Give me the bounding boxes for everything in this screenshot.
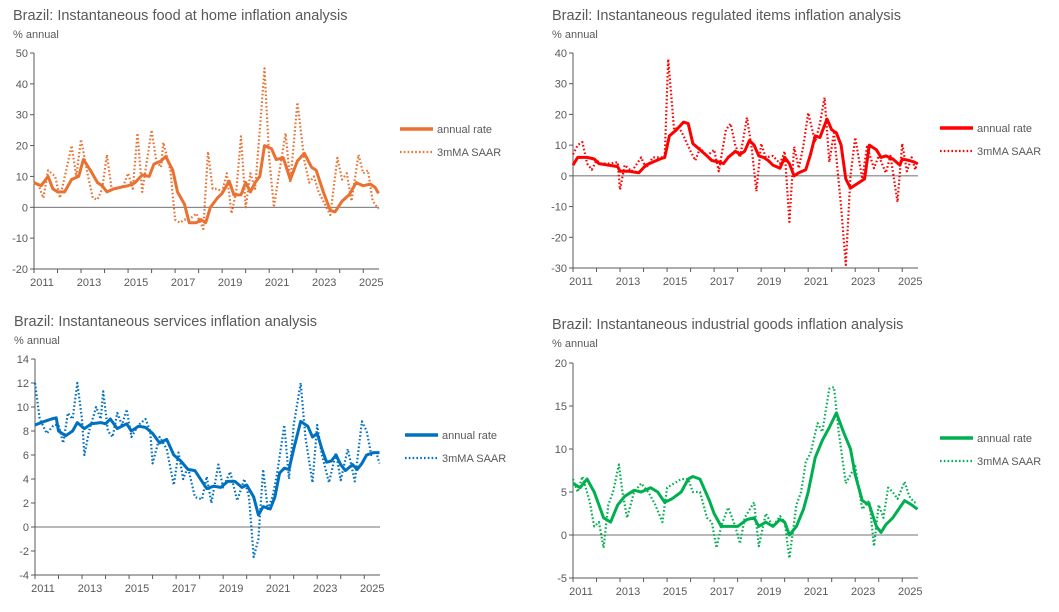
services-series-3mma-saar-line [33,381,381,559]
regulated-x-tick-label: 2023 [851,276,875,288]
chart-title-services: Brazil: Instantaneous services inflation… [14,314,318,330]
food-x-tick-label: 2021 [265,277,289,289]
food-y-tick-label: 30 [16,110,28,122]
regulated-y-tick-label: -30 [551,263,567,275]
chart-ylabel-industrial: % annual [552,338,598,350]
industrial-x-tick-label: 2023 [851,586,875,598]
food-x-tick-label: 2011 [30,277,54,289]
food-x-tick-label: 2017 [171,277,195,289]
industrial-x-tick-label: 2015 [663,586,687,598]
services-x-tick-label: 2015 [125,583,149,595]
services-y-tick-label: 0 [23,522,29,534]
services-y-tick-label: 10 [17,402,29,414]
services-x-tick-label: 2025 [360,583,384,595]
food-legend-label: 3mMA SAAR [437,147,501,159]
industrial-x-tick-label: 2025 [898,586,922,598]
food-series-annual-rate-line [33,144,380,225]
services-y-tick-label: -2 [19,546,29,558]
regulated-x-tick-label: 2013 [616,276,640,288]
services-x-tick-label: 2021 [266,583,290,595]
food-y-tick-label: 50 [16,48,28,60]
services-y-tick-label: 4 [23,474,29,486]
food-x-tick-label: 2025 [359,277,383,289]
food-y-tick-label: 0 [22,202,28,214]
industrial-x-tick-label: 2017 [710,586,734,598]
chart-title-industrial: Brazil: Instantaneous industrial goods i… [552,317,904,333]
food-x-tick-label: 2023 [312,277,336,289]
industrial-legend-label: annual rate [977,433,1032,445]
services-series-annual-rate-line [34,416,380,517]
regulated-y-tick-label: 40 [555,48,567,60]
industrial-y-tick-label: 20 [555,358,567,370]
services-legend-label: annual rate [442,430,497,442]
chart-ylabel-food: % annual [13,29,59,41]
regulated-y-tick-label: 0 [561,171,567,183]
services-x-tick-label: 2019 [219,583,243,595]
industrial-series-3mma-saar-line [571,386,918,560]
services-x-tick-label: 2017 [172,583,196,595]
services-x-tick-label: 2013 [78,583,102,595]
regulated-legend-label: 3mMA SAAR [977,146,1041,158]
industrial-y-tick-label: -5 [557,573,567,585]
regulated-y-tick-label: 30 [555,79,567,91]
services-x-tick-label: 2023 [313,583,337,595]
services-y-tick-label: 8 [23,426,29,438]
regulated-x-tick-label: 2025 [898,276,922,288]
industrial-series-annual-rate-line [572,411,919,537]
industrial-y-tick-label: 10 [555,444,567,456]
industrial-y-tick-label: 15 [555,401,567,413]
regulated-x-tick-label: 2015 [663,276,687,288]
industrial-x-tick-label: 2021 [804,586,828,598]
industrial-y-tick-label: 5 [561,487,567,499]
chart-title-regulated: Brazil: Instantaneous regulated items in… [552,8,901,24]
industrial-y-tick-label: 0 [561,530,567,542]
services-legend-label: 3mMA SAAR [442,453,506,465]
services-x-tick-label: 2011 [31,583,55,595]
services-y-tick-label: 14 [17,354,29,366]
regulated-legend-label: annual rate [977,123,1032,135]
regulated-y-tick-label: -10 [551,202,567,214]
regulated-x-tick-label: 2021 [804,276,828,288]
food-series-3mma-saar-line [33,67,380,230]
services-y-tick-label: 2 [23,498,29,510]
regulated-y-tick-label: 10 [555,140,567,152]
food-y-tick-label: 10 [16,171,28,183]
regulated-x-tick-label: 2011 [569,276,593,288]
regulated-x-tick-label: 2017 [710,276,734,288]
food-x-tick-label: 2019 [218,277,242,289]
services-y-tick-label: 12 [17,378,29,390]
food-y-tick-label: -20 [12,264,28,276]
regulated-series-3mma-saar-line [572,58,919,266]
food-y-tick-label: 20 [16,141,28,153]
food-x-tick-label: 2013 [77,277,101,289]
industrial-legend-label: 3mMA SAAR [977,456,1041,468]
chart-ylabel-regulated: % annual [552,29,598,41]
food-y-tick-label: 40 [16,79,28,91]
food-x-tick-label: 2015 [124,277,148,289]
food-y-tick-label: -10 [12,233,28,245]
services-y-tick-label: -4 [19,570,29,582]
industrial-x-tick-label: 2011 [569,586,593,598]
services-y-tick-label: 6 [23,450,29,462]
regulated-y-tick-label: -20 [551,232,567,244]
regulated-y-tick-label: 20 [555,109,567,121]
chart-title-food: Brazil: Instantaneous food at home infla… [13,8,348,24]
regulated-x-tick-label: 2019 [757,276,781,288]
food-legend-label: annual rate [437,124,492,136]
industrial-x-tick-label: 2013 [616,586,640,598]
chart-ylabel-services: % annual [14,335,60,347]
industrial-x-tick-label: 2019 [757,586,781,598]
